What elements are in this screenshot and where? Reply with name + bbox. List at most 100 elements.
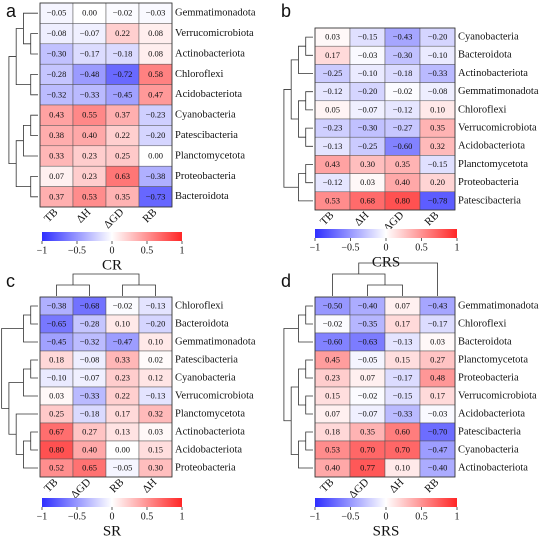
cell-label: −0.18 xyxy=(393,68,413,78)
cell-label: −0.20 xyxy=(428,32,448,42)
dendrogram-branch xyxy=(30,359,38,379)
cell-label: 0.80 xyxy=(49,444,64,454)
cell-label: 0.40 xyxy=(325,462,340,472)
cell-label: −0.33 xyxy=(393,408,413,418)
color-bar-tick-label: 0 xyxy=(384,242,389,253)
cell-label: 0.13 xyxy=(115,426,130,436)
cell-label: −0.18 xyxy=(80,408,100,418)
color-bar-tick-label: 1 xyxy=(455,511,460,522)
column-label: RB xyxy=(108,476,127,495)
cell-label: −0.03 xyxy=(146,8,166,18)
cell-label: −0.07 xyxy=(358,408,378,418)
cell-label: −0.15 xyxy=(393,390,413,400)
cell-label: −0.38 xyxy=(47,300,67,310)
cell-label: −0.13 xyxy=(393,336,413,346)
column-label: ΔH xyxy=(387,476,406,495)
heatmap-panel: d−0.50 −0.40 0.07 −0.43−0.02 −0.35 0.17 −0.17−… xyxy=(281,262,539,539)
cell-label: 0.38 xyxy=(49,130,64,140)
cell-label: 0.65 xyxy=(82,462,97,472)
dendrogram-branch xyxy=(305,164,313,184)
cell-label: 0.02 xyxy=(148,354,163,364)
row-label: Proteobacteria xyxy=(175,171,236,182)
cell-label: 0.22 xyxy=(115,28,130,38)
cell-label: 0.00 xyxy=(82,8,97,18)
row-label: Gemmatimonadota xyxy=(175,336,256,347)
cell-label: 0.05 xyxy=(325,104,340,114)
cell-label: 0.30 xyxy=(360,159,375,169)
color-bar-tick-label: 0.5 xyxy=(141,511,154,522)
cell-label: 0.32 xyxy=(430,141,445,151)
color-bar-tick-label: 1 xyxy=(455,242,460,253)
cell-label: −0.10 xyxy=(428,50,448,60)
cell-label: −0.07 xyxy=(358,104,378,114)
row-label: Actinobacteriota xyxy=(458,68,528,79)
dendrogram-branch xyxy=(305,431,313,451)
cell-label: 0.25 xyxy=(115,150,130,160)
dendrogram-branch xyxy=(298,368,306,406)
cell-label: −0.17 xyxy=(428,318,448,328)
row-label: Acidobacteriota xyxy=(175,89,242,100)
row-label: Verrucomicrobiota xyxy=(175,390,254,401)
dendrogram-branch xyxy=(30,176,38,198)
cell-label: −0.32 xyxy=(80,336,100,346)
cell-label: −0.43 xyxy=(428,300,448,310)
cell-label: −0.32 xyxy=(47,89,67,99)
row-label: Planctomycetota xyxy=(175,408,245,419)
cell-label: −0.30 xyxy=(358,123,378,133)
column-label: RB xyxy=(141,206,160,225)
cell-label: 0.08 xyxy=(148,48,163,58)
dendrogram-branch xyxy=(290,386,299,455)
cell-label: 0.27 xyxy=(430,354,445,364)
row-label: Bacteroidota xyxy=(175,191,229,202)
cell-label: −0.17 xyxy=(80,48,100,58)
cell-label: 0.27 xyxy=(82,426,97,436)
cell-label: −0.60 xyxy=(393,141,413,151)
cell-label: −0.30 xyxy=(393,50,413,60)
cell-label: −0.70 xyxy=(428,426,448,436)
cell-label: −0.47 xyxy=(428,444,448,454)
row-label: Patescibacteria xyxy=(458,426,521,437)
row-label: Actinobacteriota xyxy=(458,462,528,473)
cell-label: 0.10 xyxy=(115,318,130,328)
panel-letter: b xyxy=(281,1,291,21)
column-label: TB xyxy=(318,209,336,227)
cell-label: 0.18 xyxy=(49,354,64,364)
cell-label: 0.23 xyxy=(82,171,97,181)
color-bar-tick-label: 0 xyxy=(110,245,115,256)
cell-label: −0.33 xyxy=(428,68,448,78)
cell-label: 0.03 xyxy=(430,336,445,346)
row-label: Proteobacteria xyxy=(458,372,519,383)
cell-label: −0.73 xyxy=(146,191,166,201)
color-bar-tick-label: 0 xyxy=(110,511,115,522)
row-label: Chloroflexi xyxy=(458,318,506,329)
cell-label: 0.70 xyxy=(395,444,410,454)
dendrogram-branch xyxy=(305,305,313,325)
cell-label: −0.23 xyxy=(146,110,166,120)
color-bar-tick-label: 0.5 xyxy=(415,242,428,253)
dendrogram-branch xyxy=(290,59,299,120)
cell-label: 0.37 xyxy=(115,110,130,120)
row-label: Proteobacteria xyxy=(458,177,519,188)
row-label: Chloroflexi xyxy=(458,104,506,115)
color-bar-tick-label: −1 xyxy=(310,511,321,522)
cell-label: 0.58 xyxy=(148,69,163,79)
row-label: Actinobacteriota xyxy=(175,48,245,59)
cell-label: −0.20 xyxy=(146,318,166,328)
cell-label: −0.28 xyxy=(80,318,100,328)
cell-label: 0.63 xyxy=(115,171,130,181)
color-bar-tick-label: 0.5 xyxy=(141,245,154,256)
cell-label: −0.02 xyxy=(113,8,133,18)
cell-label: 0.22 xyxy=(115,130,130,140)
panel-title: SR xyxy=(103,523,121,539)
row-label: Planctomycetota xyxy=(458,159,528,170)
cell-label: −0.47 xyxy=(113,336,133,346)
cell-label: 0.55 xyxy=(82,110,97,120)
cell-label: −0.65 xyxy=(47,318,67,328)
panel-letter: c xyxy=(6,271,15,291)
color-bar-tick-label: 0 xyxy=(384,511,389,522)
cell-label: −0.33 xyxy=(80,89,100,99)
cell-label: −0.15 xyxy=(358,32,378,42)
cell-label: 0.33 xyxy=(49,150,64,160)
cell-label: −0.05 xyxy=(47,8,67,18)
cell-label: 0.23 xyxy=(82,150,97,160)
